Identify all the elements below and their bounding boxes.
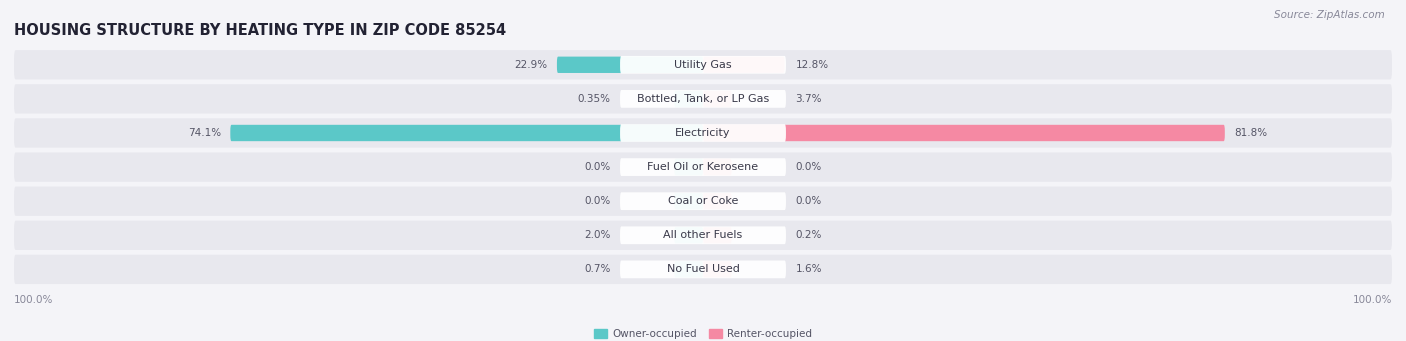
FancyBboxPatch shape [675,227,703,243]
Legend: Owner-occupied, Renter-occupied: Owner-occupied, Renter-occupied [591,325,815,341]
Text: HOUSING STRUCTURE BY HEATING TYPE IN ZIP CODE 85254: HOUSING STRUCTURE BY HEATING TYPE IN ZIP… [14,24,506,39]
Text: Fuel Oil or Kerosene: Fuel Oil or Kerosene [647,162,759,172]
FancyBboxPatch shape [620,158,786,176]
Text: 0.35%: 0.35% [578,94,610,104]
FancyBboxPatch shape [14,255,1392,284]
FancyBboxPatch shape [675,159,703,175]
Text: 0.7%: 0.7% [583,264,610,275]
Text: All other Fuels: All other Fuels [664,230,742,240]
Text: 74.1%: 74.1% [187,128,221,138]
FancyBboxPatch shape [14,118,1392,148]
FancyBboxPatch shape [231,125,703,141]
FancyBboxPatch shape [620,56,786,74]
FancyBboxPatch shape [620,261,786,278]
Text: No Fuel Used: No Fuel Used [666,264,740,275]
Text: Coal or Coke: Coal or Coke [668,196,738,206]
FancyBboxPatch shape [620,192,786,210]
Text: 81.8%: 81.8% [1234,128,1267,138]
FancyBboxPatch shape [14,84,1392,114]
Text: 100.0%: 100.0% [1353,295,1392,305]
FancyBboxPatch shape [703,227,731,243]
Text: 1.6%: 1.6% [796,264,823,275]
Text: 0.0%: 0.0% [796,196,821,206]
FancyBboxPatch shape [675,261,703,278]
FancyBboxPatch shape [620,124,786,142]
FancyBboxPatch shape [703,57,785,73]
Text: 100.0%: 100.0% [14,295,53,305]
FancyBboxPatch shape [675,91,703,107]
Text: Electricity: Electricity [675,128,731,138]
Text: 0.2%: 0.2% [796,230,823,240]
FancyBboxPatch shape [14,152,1392,182]
Text: 22.9%: 22.9% [515,60,547,70]
Text: 3.7%: 3.7% [796,94,823,104]
Text: Bottled, Tank, or LP Gas: Bottled, Tank, or LP Gas [637,94,769,104]
FancyBboxPatch shape [557,57,703,73]
Text: 12.8%: 12.8% [796,60,828,70]
FancyBboxPatch shape [703,193,731,209]
Text: 0.0%: 0.0% [796,162,821,172]
Text: 0.0%: 0.0% [585,196,610,206]
Text: Source: ZipAtlas.com: Source: ZipAtlas.com [1274,10,1385,20]
FancyBboxPatch shape [703,91,731,107]
FancyBboxPatch shape [703,125,1225,141]
FancyBboxPatch shape [14,221,1392,250]
Text: 0.0%: 0.0% [585,162,610,172]
FancyBboxPatch shape [620,90,786,108]
FancyBboxPatch shape [675,193,703,209]
FancyBboxPatch shape [703,159,731,175]
FancyBboxPatch shape [14,50,1392,79]
Text: Utility Gas: Utility Gas [675,60,731,70]
FancyBboxPatch shape [620,226,786,244]
Text: 2.0%: 2.0% [583,230,610,240]
FancyBboxPatch shape [14,187,1392,216]
FancyBboxPatch shape [703,261,731,278]
